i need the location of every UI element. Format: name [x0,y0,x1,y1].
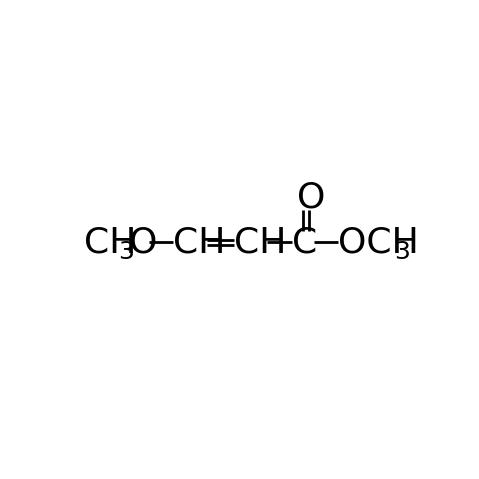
Text: OCH: OCH [338,225,419,259]
Text: 3: 3 [394,240,410,263]
Text: C: C [292,225,317,259]
Text: CH: CH [173,225,225,259]
Text: O: O [297,181,326,215]
Text: CH: CH [84,225,137,259]
Text: O: O [129,225,157,259]
Text: CH: CH [234,225,287,259]
Text: 3: 3 [118,240,134,263]
